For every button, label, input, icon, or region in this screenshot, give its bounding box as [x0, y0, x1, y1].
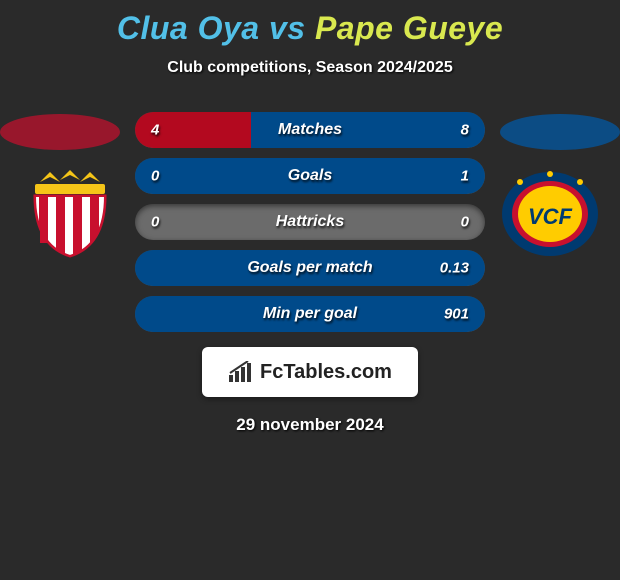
stat-label: Hattricks [276, 213, 344, 231]
stat-rows: 4 Matches 8 0 Goals 1 0 Hattricks 0 Goals per mat… [135, 112, 485, 332]
svg-text:VCF: VCF [528, 204, 573, 229]
branding-text: FcTables.com [260, 361, 392, 384]
comparison-area: VCF 4 Matches 8 0 Goals 1 0 Hattricks 0 Goals per… [0, 112, 620, 332]
stat-label: Goals per match [247, 259, 372, 277]
team1-badge-icon [20, 170, 120, 258]
stat-value-left: 0 [151, 168, 159, 185]
stat-value-right: 8 [461, 122, 469, 139]
stat-value-left: 4 [151, 122, 159, 139]
date-text: 29 november 2024 [0, 415, 620, 435]
vs-text: vs [269, 10, 306, 46]
stat-label: Matches [278, 121, 342, 139]
team2-ellipse [500, 114, 620, 150]
stat-value-right: 0.13 [440, 260, 469, 277]
header: Clua Oya vs Pape Gueye Club competitions… [0, 0, 620, 77]
stat-row: Min per goal 901 [135, 296, 485, 332]
branding-box: FcTables.com [202, 347, 418, 397]
stat-label: Min per goal [263, 305, 357, 323]
stat-value-right: 901 [444, 306, 469, 323]
stat-row: 0 Hattricks 0 [135, 204, 485, 240]
stat-value-left: 0 [151, 214, 159, 231]
stat-value-right: 0 [461, 214, 469, 231]
stat-row: 4 Matches 8 [135, 112, 485, 148]
team1-ellipse [0, 114, 120, 150]
stat-label: Goals [288, 167, 332, 185]
team2-badge-icon: VCF [500, 170, 600, 258]
comparison-title: Clua Oya vs Pape Gueye [0, 10, 620, 47]
chart-icon [228, 361, 254, 383]
stat-value-right: 1 [461, 168, 469, 185]
subtitle: Club competitions, Season 2024/2025 [0, 59, 620, 77]
player2-name: Pape Gueye [315, 10, 503, 46]
player1-name: Clua Oya [117, 10, 260, 46]
stat-row: Goals per match 0.13 [135, 250, 485, 286]
stat-row: 0 Goals 1 [135, 158, 485, 194]
